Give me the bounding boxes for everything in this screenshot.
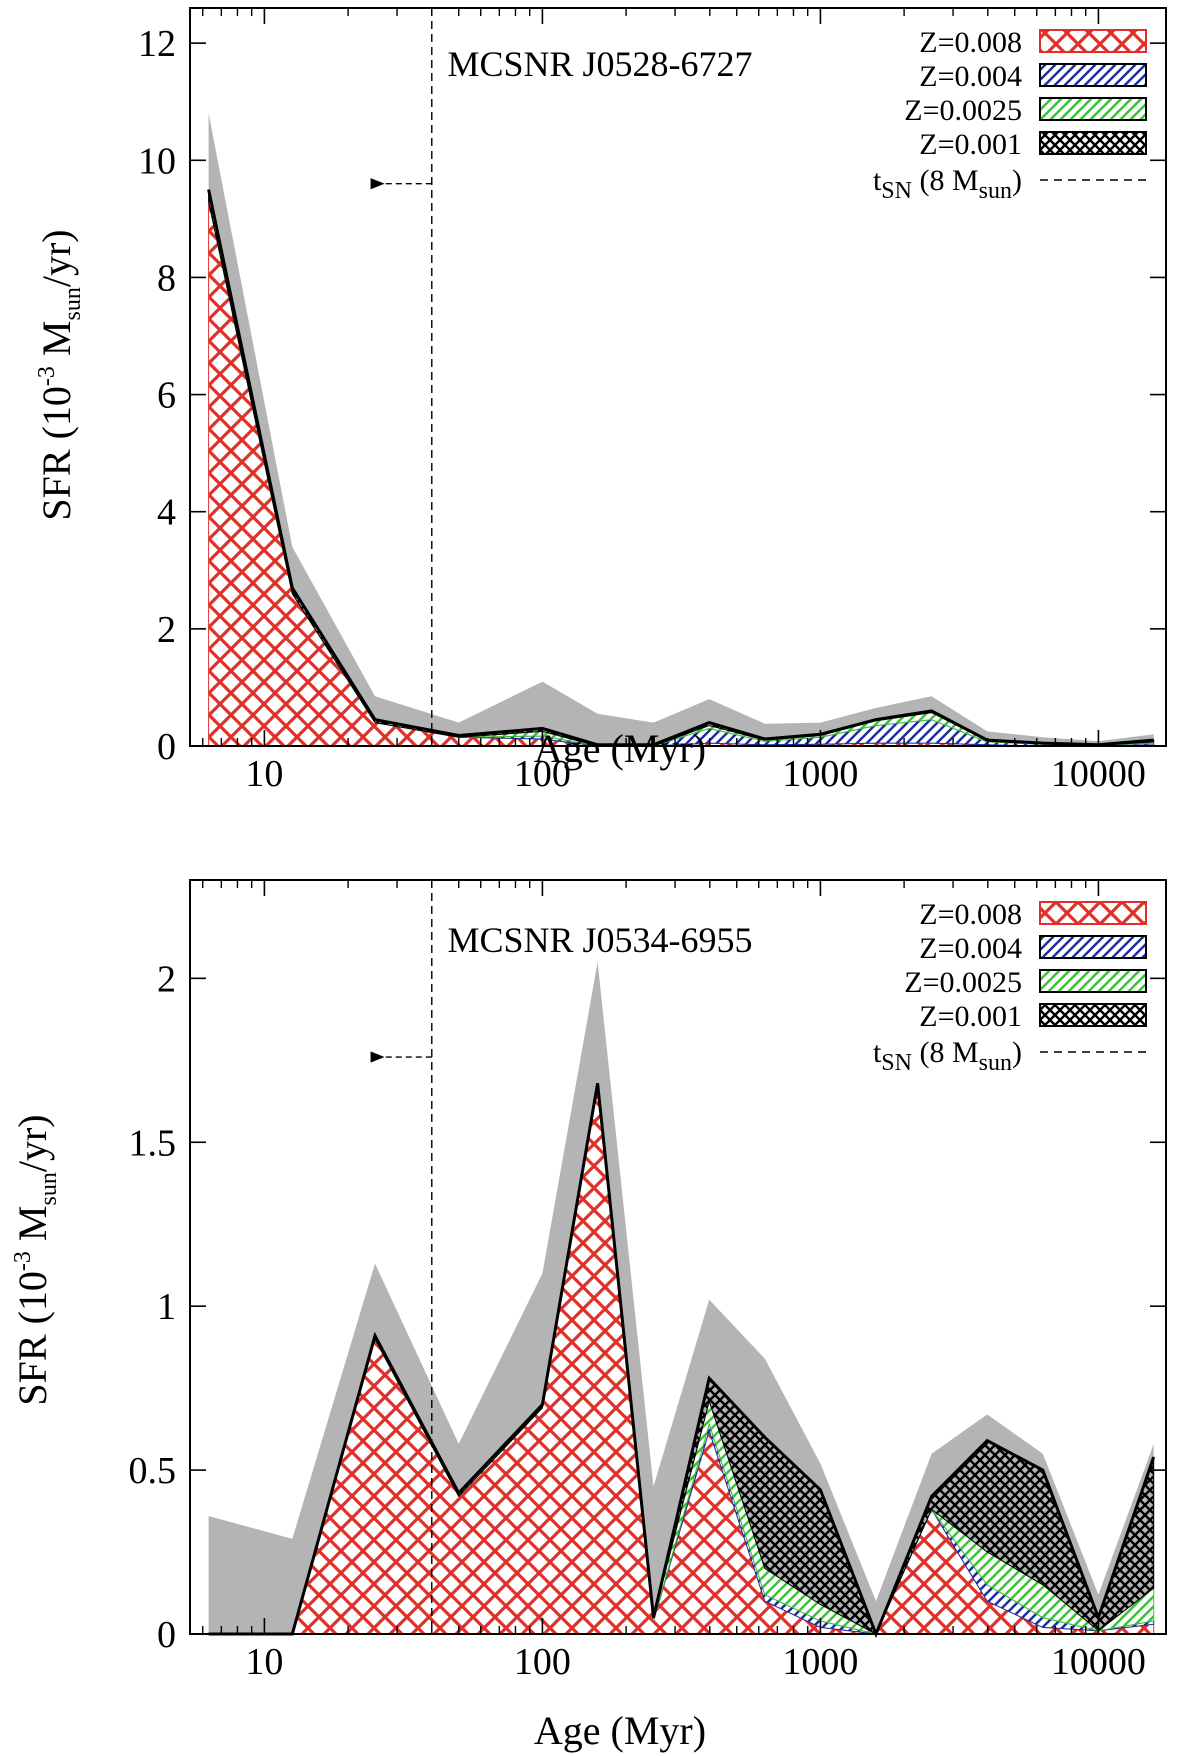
legend-swatch-z0008 bbox=[1039, 29, 1147, 53]
legend-swatch-z0001-hatch bbox=[1040, 132, 1146, 154]
x-tick-label: 10 bbox=[245, 1641, 283, 1683]
plot-frame bbox=[189, 7, 1167, 747]
y-tick-label: 8 bbox=[157, 257, 176, 299]
sfr-best-fit-line bbox=[208, 1083, 1156, 1639]
legend-label-z0008: Z=0.008 bbox=[919, 26, 1022, 59]
legend-label-z00025: Z=0.0025 bbox=[904, 94, 1022, 127]
legend-swatch-z0004 bbox=[1039, 935, 1147, 959]
legend-swatch-z00025 bbox=[1039, 969, 1147, 993]
x-tick-label: 10000 bbox=[1051, 1641, 1146, 1683]
tsn-marker bbox=[370, 8, 433, 746]
legend: Z=0.008 Z=0.004 Z=0.0025 Z=0.001 tSN (8 … bbox=[873, 26, 1147, 204]
legend: Z=0.008 Z=0.004 Z=0.0025 Z=0.001 tSN (8 … bbox=[873, 898, 1147, 1076]
legend-label-z0004: Z=0.004 bbox=[919, 932, 1022, 965]
y-tick-label: 2 bbox=[157, 958, 176, 1000]
y-tick-label: 6 bbox=[157, 375, 176, 417]
axis-ticks: 10 100 1000 10000 0 0.5 1 1.5 2 bbox=[129, 880, 1166, 1683]
x-tick-label: 1000 bbox=[782, 1641, 858, 1683]
chart-title: MCSNR J0528-6727 bbox=[447, 44, 752, 84]
y-tick-label: 0.5 bbox=[129, 1450, 177, 1492]
legend-label-z00025: Z=0.0025 bbox=[904, 966, 1022, 999]
x-tick-label: 1000 bbox=[782, 753, 858, 795]
y-tick-label: 2 bbox=[157, 609, 176, 651]
sfr-upper-envelope bbox=[208, 113, 1154, 746]
chart-panel-bottom: 10 100 1000 10000 0 0.5 1 1.5 2 MCSNR J0534-6955… bbox=[10, 879, 1167, 1753]
axis-ticks: 10 100 1000 10000 0 2 4 6 8 10 12 bbox=[138, 8, 1166, 795]
x-tick-label: 10000 bbox=[1051, 753, 1146, 795]
best-fit-line bbox=[208, 1083, 1156, 1639]
plot-frame bbox=[189, 879, 1167, 1635]
y-axis-label: SFR (10-3 Msun/yr) bbox=[34, 229, 86, 520]
x-tick-label: 10 bbox=[245, 753, 283, 795]
y-tick-label: 1 bbox=[157, 1286, 176, 1328]
x-tick-label: 100 bbox=[514, 753, 571, 795]
legend-label-z0001: Z=0.001 bbox=[919, 128, 1022, 161]
x-tick-label: 100 bbox=[514, 1641, 571, 1683]
frame-rect bbox=[189, 7, 1167, 747]
legend-swatch-z00025 bbox=[1039, 97, 1147, 121]
chart-panel-top: 10 100 1000 10000 0 2 4 6 8 10 12 MCSNR J0528-6727… bbox=[34, 7, 1167, 795]
tsn-marker bbox=[370, 880, 433, 1634]
envelope-area bbox=[208, 113, 1154, 746]
legend-label-tsn: tSN (8 Msun) bbox=[873, 164, 1022, 204]
y-tick-label: 4 bbox=[157, 492, 176, 534]
chart-title: MCSNR J0534-6955 bbox=[447, 920, 752, 960]
y-tick-label: 12 bbox=[138, 23, 176, 65]
x-axis-label: Age (Myr) bbox=[534, 726, 706, 771]
x-axis-label: Age (Myr) bbox=[534, 1708, 706, 1753]
legend-swatch-z0001-hatch bbox=[1040, 1004, 1146, 1026]
legend-label-tsn: tSN (8 Msun) bbox=[873, 1036, 1022, 1076]
legend-label-z0004: Z=0.004 bbox=[919, 60, 1022, 93]
y-tick-label: 0 bbox=[157, 726, 176, 768]
y-tick-label: 0 bbox=[157, 1614, 176, 1656]
frame-rect bbox=[189, 879, 1167, 1635]
legend-swatch-z0008 bbox=[1039, 901, 1147, 925]
y-tick-label: 1.5 bbox=[129, 1122, 177, 1164]
legend-label-z0001: Z=0.001 bbox=[919, 1000, 1022, 1033]
y-tick-label: 10 bbox=[138, 140, 176, 182]
legend-swatch-z0004 bbox=[1039, 63, 1147, 87]
y-axis-label: SFR (10-3 Msun/yr) bbox=[10, 1114, 62, 1405]
legend-label-z0008: Z=0.008 bbox=[919, 898, 1022, 931]
